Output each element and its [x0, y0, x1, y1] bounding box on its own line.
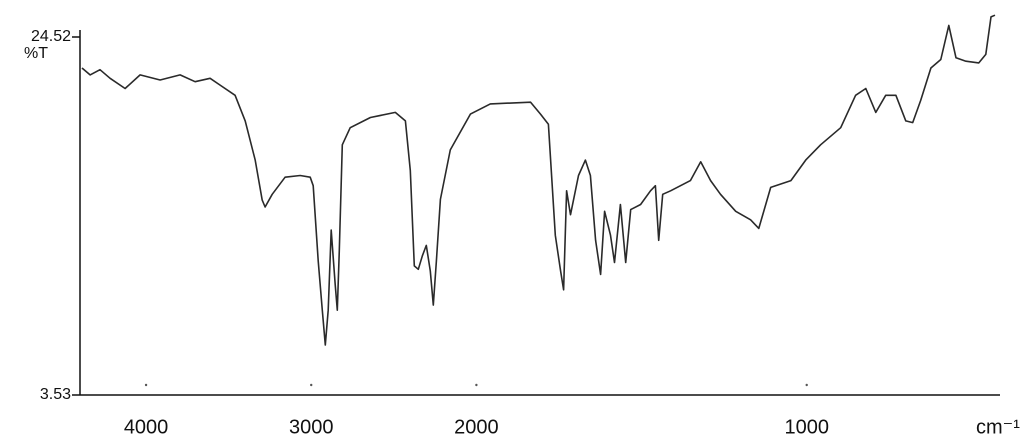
x-tick-label: 4000	[124, 416, 169, 438]
y-tick-label: 24.52	[31, 28, 71, 45]
x-tick	[475, 383, 478, 387]
spectrum-line	[81, 14, 996, 346]
x-axis-label: cm⁻¹	[976, 416, 1020, 438]
y-axis-label: %T	[24, 45, 48, 62]
x-tick-label: 1000	[784, 416, 829, 438]
x-tick	[144, 383, 148, 387]
x-tick-label: 2000	[454, 416, 499, 438]
x-tick-label: 3000	[289, 416, 334, 438]
y-tick-label: 3.53	[40, 386, 71, 403]
x-tick	[310, 383, 313, 387]
x-tick	[805, 383, 808, 387]
